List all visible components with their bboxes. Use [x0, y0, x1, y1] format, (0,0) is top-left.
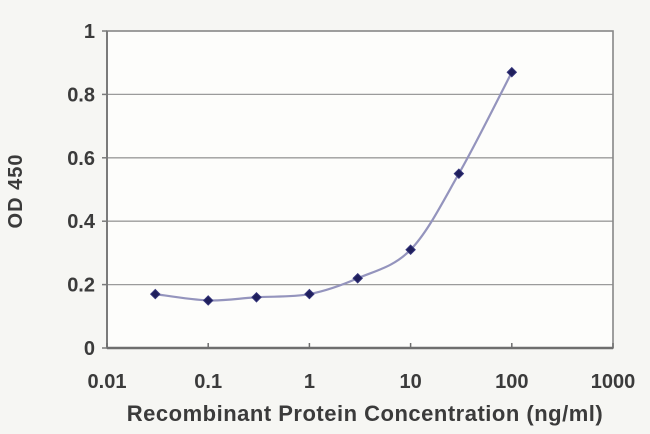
x-tick-label: 10: [399, 371, 421, 393]
x-tick-label: 0.1: [194, 371, 222, 393]
data-point-marker: [506, 66, 518, 78]
x-tick-label: 100: [495, 371, 528, 393]
data-point-marker: [149, 288, 161, 300]
data-point-marker: [352, 272, 363, 284]
y-tick-label: 0.6: [67, 148, 95, 170]
x-tick-label: 0.01: [88, 371, 127, 393]
y-tick-label: 1: [84, 21, 95, 43]
y-tick-label: 0.4: [67, 211, 96, 233]
x-tick-label: 1: [304, 371, 315, 393]
data-point-marker: [202, 295, 214, 306]
x-axis-title: Recombinant Protein Concentration (ng/ml…: [126, 401, 604, 426]
y-tick-label: 0.2: [67, 275, 95, 297]
plot-background: [107, 31, 613, 348]
y-tick-label: 0: [84, 338, 95, 360]
data-point-marker: [304, 288, 315, 300]
y-tick-label: 0.8: [67, 84, 95, 106]
data-point-marker: [405, 244, 416, 256]
y-axis-title: OD 450: [5, 153, 27, 229]
data-point-marker: [453, 168, 465, 179]
data-point-marker: [251, 291, 262, 303]
x-tick-label: 1000: [591, 371, 636, 393]
